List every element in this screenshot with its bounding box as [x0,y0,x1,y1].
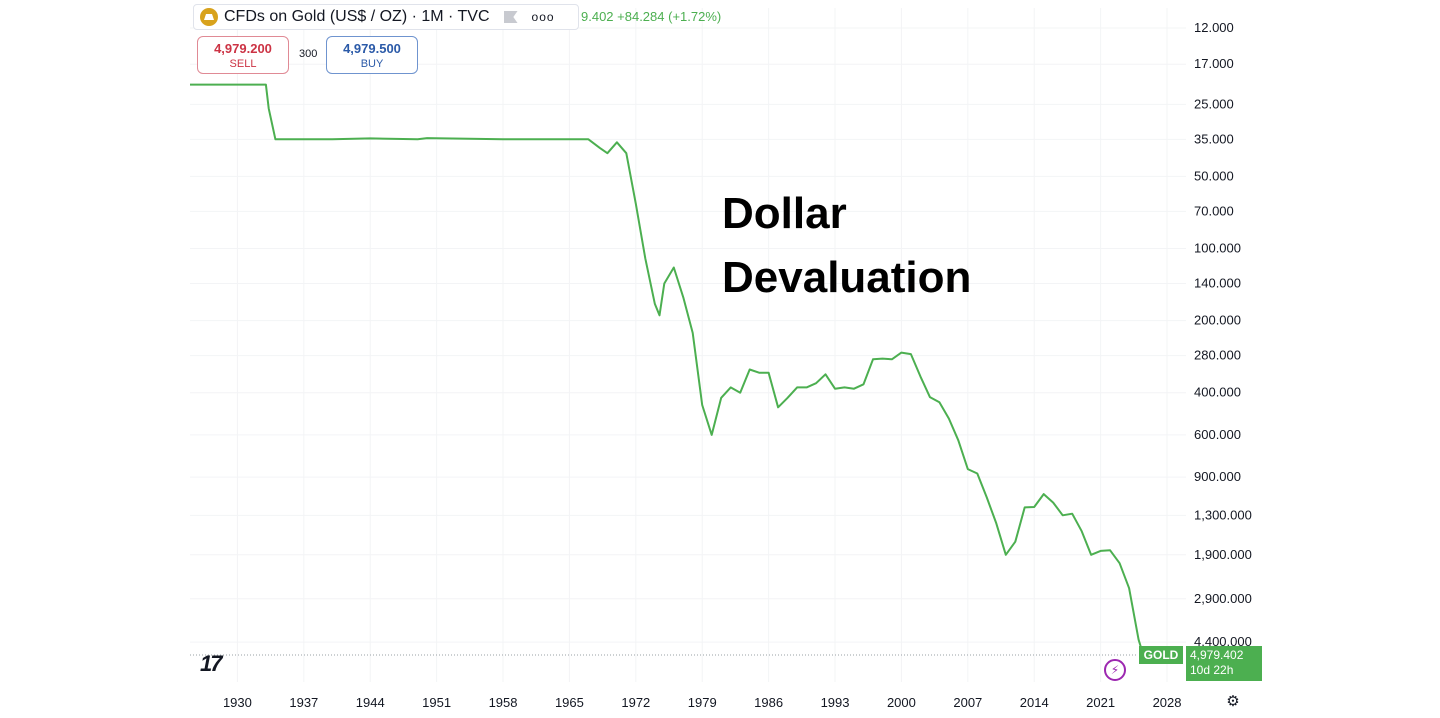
price-change: 9.402 +84.284 (+1.72%) [581,9,722,24]
lightning-icon[interactable]: ⚡ [1104,659,1126,681]
x-tick-label: 1993 [821,695,850,710]
y-tick-label: 4,400.000 [1194,634,1252,649]
y-tick-label: 400.000 [1194,385,1241,400]
chart-annotation: Dollar Devaluation [722,182,971,310]
more-icon[interactable]: ooo [531,10,555,24]
y-tick-label: 12.000 [1194,20,1234,35]
sell-button[interactable]: 4,979.200 SELL [197,36,289,74]
annotation-line: Dollar [722,189,847,238]
y-tick-label: 1,300.000 [1194,507,1252,522]
x-tick-label: 1979 [688,695,717,710]
buy-price: 4,979.500 [343,41,401,56]
annotation-line: Devaluation [722,253,972,302]
tradingview-logo[interactable]: 17 [200,651,223,676]
y-tick-label: 50.000 [1194,168,1234,183]
x-tick-label: 2007 [953,695,982,710]
y-tick-label: 2,900.000 [1194,591,1252,606]
x-tick-label: 1930 [223,695,252,710]
x-tick-label: 1958 [489,695,518,710]
y-tick-label: 200.000 [1194,313,1241,328]
x-tick-label: 1951 [422,695,451,710]
y-tick-label: 17.000 [1194,56,1234,71]
sell-price: 4,979.200 [214,41,272,56]
time-axis[interactable]: 1930 1937 1944 1951 1958 1965 1972 1979 1986 1993… [223,695,1182,710]
last-price-value: 4,979.402 [1190,648,1244,662]
y-tick-label: 600.000 [1194,427,1241,442]
y-tick-label: 100.000 [1194,241,1241,256]
x-tick-label: 2000 [887,695,916,710]
y-tick-label: 35.000 [1194,131,1234,146]
y-tick-label: 140.000 [1194,276,1241,291]
symbol-title[interactable]: CFDs on Gold (US$ / OZ) · 1M · TVC [224,8,490,25]
x-tick-label: 1944 [356,695,385,710]
y-tick-label: 25.000 [1194,96,1234,111]
x-tick-label: 1965 [555,695,584,710]
y-tick-label: 1,900.000 [1194,547,1252,562]
y-tick-label: 70.000 [1194,203,1234,218]
y-tick-label: 900.000 [1194,469,1241,484]
symbol-price-tag: GOLD [1139,646,1183,664]
x-tick-label: 2028 [1153,695,1182,710]
spread-value: 300 [299,48,318,60]
buy-button[interactable]: 4,979.500 BUY [326,36,418,74]
sell-label: SELL [229,58,257,70]
buy-label: BUY [360,58,384,70]
gold-logo-icon [200,8,218,26]
bar-countdown: 10d 22h [1190,663,1234,677]
y-tick-label: 280.000 [1194,348,1241,363]
flag-icon[interactable] [503,11,518,23]
gridlines [190,8,1186,682]
x-tick-label: 2021 [1086,695,1115,710]
settings-icon[interactable]: ⚙ [1226,693,1240,710]
x-tick-label: 2014 [1020,695,1049,710]
x-tick-label: 1972 [621,695,650,710]
symbol-header[interactable]: CFDs on Gold (US$ / OZ) · 1M · TVC ooo [193,4,579,30]
price-axis[interactable]: 12.000 17.000 25.000 35.000 50.000 70.000 100.… [1194,20,1252,649]
series-line-gold [190,83,1145,656]
x-tick-label: 1937 [289,695,318,710]
x-tick-label: 1986 [754,695,783,710]
last-price-tag: 4,979.402 10d 22h [1186,646,1262,681]
